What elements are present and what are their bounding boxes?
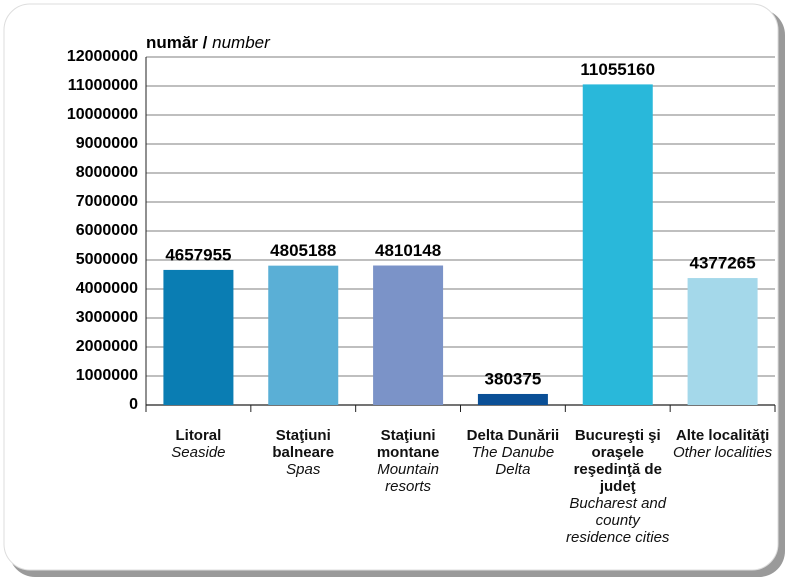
value-label: 4810148 [375,241,441,260]
x-tick-label: Alte localităţi Other localities [671,427,775,461]
bar [477,393,548,405]
y-tick-label: 12000000 [67,48,138,65]
value-label: 4377265 [689,254,755,273]
category-ro: Litoral [175,427,222,444]
category-ro: Delta Dunării [466,427,560,444]
y-tick-label: 0 [129,396,138,413]
y-axis-label: număr / number [146,33,271,52]
category-ro: Staţiuni montane [376,427,440,461]
x-tick-label: Staţiuni balneare Spas [251,427,355,478]
value-label: 380375 [485,369,542,388]
category-ro: Alte localităţi [675,427,770,444]
category-en: Spas [286,461,321,478]
category-en: Other localities [672,444,773,461]
bar [268,265,339,405]
bar [163,269,234,405]
y-tick-label: 6000000 [76,222,138,239]
y-tick-label: 1000000 [76,367,138,384]
category-ro: Bucureşti şi oraşele reşedinţă de judeţ [573,427,662,495]
y-tick-label: 2000000 [76,338,138,355]
y-tick-label: 3000000 [76,309,138,326]
y-label-ro: număr / [146,33,208,52]
category-ro: Staţiuni balneare [272,427,335,461]
x-tick-label: Litoral Seaside [146,427,250,461]
category-en: Mountain resorts [377,461,439,495]
y-tick-label: 11000000 [68,77,138,94]
y-tick-label: 7000000 [76,193,138,210]
value-label: 4657955 [165,245,231,264]
y-tick-label: 4000000 [76,280,138,297]
category-en: Seaside [171,444,226,461]
y-tick-label: 10000000 [67,106,138,123]
y-tick-label: 5000000 [76,251,138,268]
value-label: 4805188 [270,241,336,260]
bar [582,84,653,405]
bar [687,278,758,405]
x-tick-label: Bucureşti şi oraşele reşedinţă de judeţ B… [566,427,670,546]
x-tick-label: Delta Dunării The Danube Delta [461,427,565,478]
x-tick-label: Staţiuni montane Mountain resorts [356,427,460,495]
bar [373,265,444,405]
y-tick-label: 9000000 [76,135,138,152]
category-en: The Danube Delta [471,444,555,478]
y-label-en: number [212,33,271,52]
category-en: Bucharest and county residence cities [566,495,670,546]
value-label: 11055160 [580,60,655,79]
y-tick-label: 8000000 [76,164,138,181]
